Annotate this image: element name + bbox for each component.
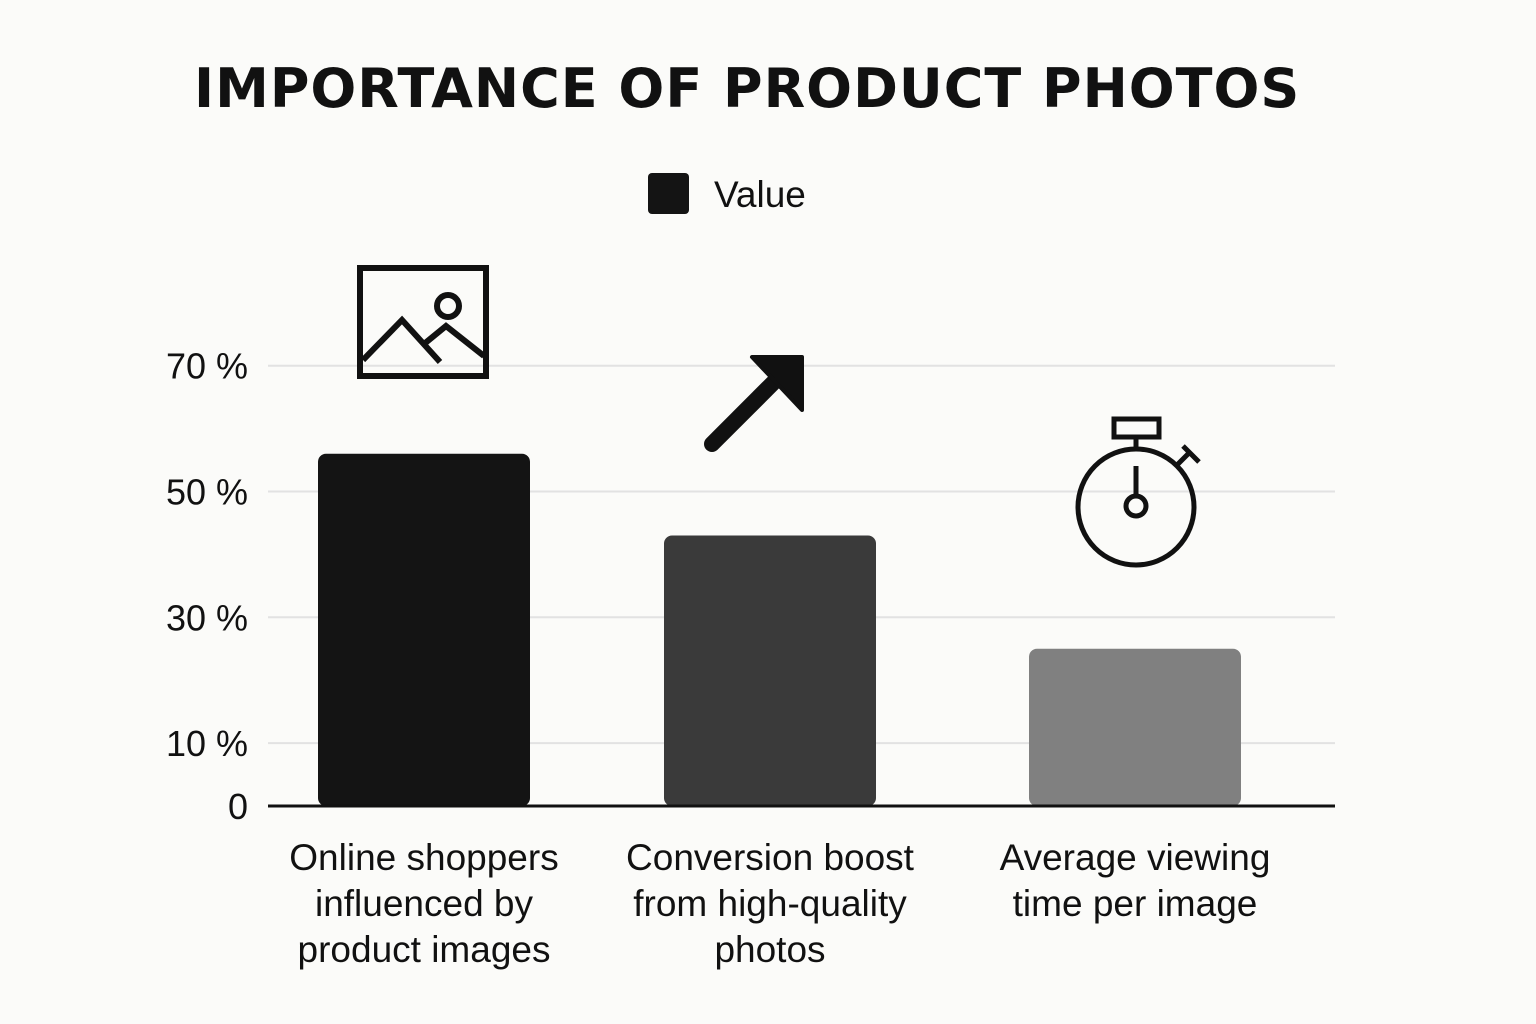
chart-title: IMPORTANCE OF PRODUCT PHOTOS [194, 57, 1301, 120]
legend-label: Value [714, 174, 806, 215]
y-tick-label: 30 % [166, 597, 248, 638]
image-icon [357, 265, 489, 379]
category-labels: Online shoppers influenced by product imag… [289, 837, 1270, 970]
legend-swatch [648, 173, 689, 214]
y-tick-label: 50 % [166, 472, 248, 513]
x-category-label: time per image [1013, 883, 1258, 924]
x-category-label: Online shoppers [289, 837, 558, 878]
bars [318, 453, 1241, 806]
x-category-label: Conversion boost [626, 837, 915, 878]
legend: Value [648, 173, 806, 215]
y-axis-ticks: 0 10 % 30 % 50 % 70 % [166, 346, 248, 827]
bar [1029, 648, 1241, 806]
x-category-label: influenced by [315, 883, 534, 924]
x-category-label: Average viewing [1000, 837, 1271, 878]
y-tick-label: 0 [228, 786, 248, 827]
stopwatch-icon [1075, 416, 1201, 568]
y-tick-label: 70 % [166, 346, 248, 387]
arrow-up-right-icon [704, 355, 804, 452]
y-tick-label: 10 % [166, 723, 248, 764]
x-category-label: from high-quality [633, 883, 907, 924]
bar [664, 535, 876, 806]
x-category-label: photos [714, 929, 825, 970]
x-category-label: product images [298, 929, 551, 970]
bar [318, 453, 530, 806]
